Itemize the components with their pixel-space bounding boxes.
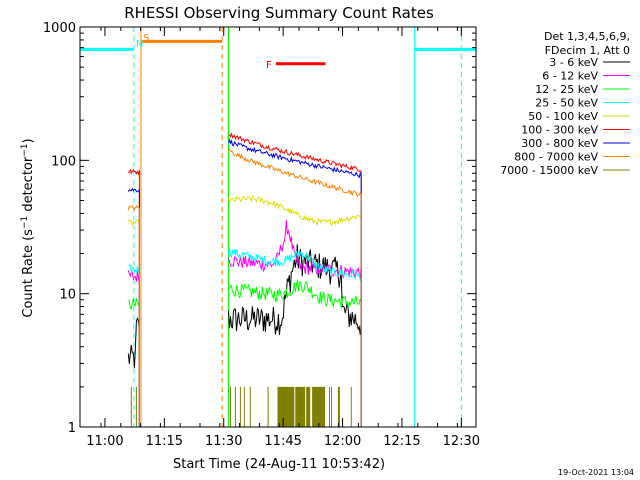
series-8 [130,386,352,427]
legend-label: 7000 - 15000 keV [500,164,598,177]
legend-label: 100 - 300 keV [521,124,598,137]
series-3 [128,248,362,427]
legend-header: FDecim 1, Att 0 [545,44,630,57]
series-5 [127,132,362,427]
legend-label: 25 - 50 keV [535,97,598,110]
plot-frame [79,26,477,428]
flare-label: F [266,60,272,71]
legend-label: 6 - 12 keV [542,70,598,83]
series-2 [128,279,362,427]
series-6 [127,138,362,427]
x-tick-label: 12:30 [443,434,480,449]
y-tick-label: 1 [68,421,76,436]
y-axis-label: Count Rate (s−1 detector−1) [20,138,36,317]
series-4 [127,194,362,427]
series-0 [127,244,362,427]
legend-label: 3 - 6 keV [549,56,598,69]
y-tick-label: 10 [59,288,76,303]
y-tick-label: 100 [51,154,76,169]
axes: 1 10 100 1000 11:00 11:15 11:30 11:45 12:00 12:15… [43,21,480,449]
generation-timestamp: 19-Oct-2021 13:04 [558,468,634,477]
y-tick-label: 1000 [43,21,76,36]
legend-label: 800 - 7000 keV [514,151,598,164]
x-tick-label: 11:00 [86,434,123,449]
x-tick-label: 12:00 [324,434,361,449]
legend-label: 50 - 100 keV [528,110,598,123]
x-tick-label: 12:15 [383,434,420,449]
legend: Det 1,3,4,5,6,9,FDecim 1, Att 03 - 6 keV… [500,30,630,177]
night-label: N [136,39,143,50]
x-axis-label: Start Time (24-Aug-11 10:53:42) [173,457,385,472]
x-tick-label: 11:45 [264,434,301,449]
x-tick-label: 11:15 [146,434,183,449]
legend-header: Det 1,3,4,5,6,9, [544,30,630,43]
chart-title: RHESSI Observing Summary Count Rates [124,4,434,22]
series-7 [127,147,362,427]
saa-label: S [143,33,149,44]
legend-label: 300 - 800 keV [521,137,598,150]
x-tick-label: 11:30 [205,434,242,449]
plot-area: SN F [79,27,476,427]
legend-label: 12 - 25 keV [535,83,598,96]
